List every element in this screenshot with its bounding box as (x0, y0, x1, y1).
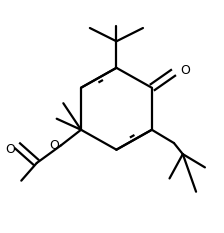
Text: O: O (5, 143, 15, 156)
Text: O: O (49, 139, 59, 152)
Text: O: O (181, 64, 190, 77)
